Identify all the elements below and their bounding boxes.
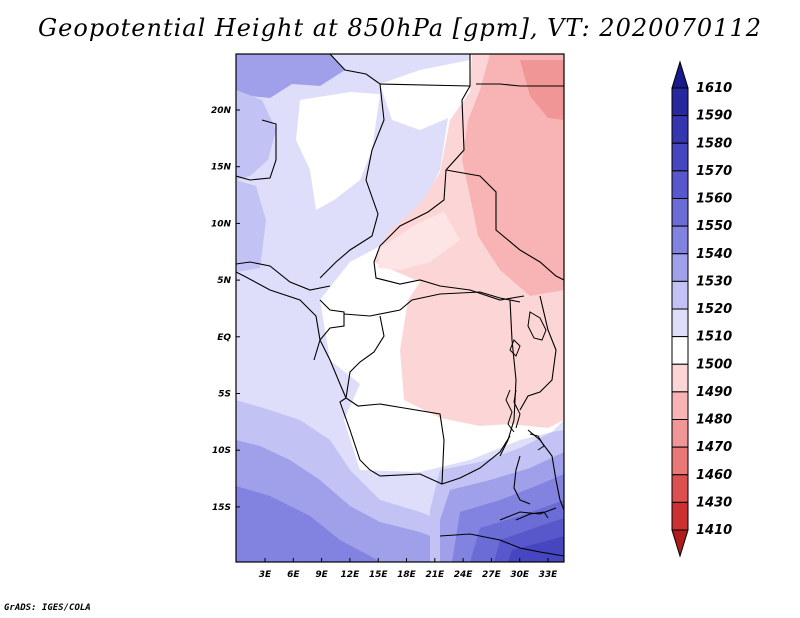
map-frame: [235, 53, 565, 563]
lon-tick-label: 24E: [454, 570, 474, 580]
colorbar-segment: [671, 336, 689, 365]
lat-tick-label: 15N: [211, 163, 232, 173]
lon-tick-label: 9E: [315, 570, 328, 580]
colorbar-segment: [671, 391, 689, 420]
latitude-axis: 20N 15N 10N 5N EQ 5S 10S 15S: [211, 106, 240, 513]
colorbar-segment: [671, 280, 689, 310]
colorbar-level-label: 1470: [696, 440, 732, 455]
colorbar-level-label: 1560: [696, 192, 732, 207]
colorbar-segment: [671, 308, 689, 338]
lat-tick-label: 15S: [212, 503, 231, 513]
lat-tick-label: EQ: [217, 333, 231, 343]
colorbar: 1610 1590 1580 1570 1560 1550 1540 1530 1520 1510…: [671, 60, 732, 558]
lon-tick-label: 3E: [259, 570, 272, 580]
lon-tick-label: 21E: [425, 570, 445, 580]
colorbar-max-triangle: [671, 60, 689, 89]
country-borders: [236, 54, 564, 557]
colorbar-level-label: 1520: [696, 302, 732, 317]
lat-tick-label: 20N: [211, 106, 232, 116]
lon-tick-label: 6E: [287, 570, 300, 580]
colorbar-segment: [671, 253, 689, 282]
lon-tick-label: 15E: [369, 570, 389, 580]
lat-tick-label: 10N: [211, 219, 232, 229]
geopotential-field: [236, 54, 564, 562]
colorbar-level-label: 1430: [696, 495, 732, 510]
colorbar-segment: [671, 142, 689, 172]
colorbar-segment: [671, 363, 689, 393]
lat-tick-label: 5N: [217, 276, 231, 286]
lakes: [505, 311, 549, 521]
lon-tick-label: 12E: [341, 570, 361, 580]
lon-tick-label: 33E: [539, 570, 559, 580]
colorbar-segment: [671, 474, 689, 503]
colorbar-level-label: 1550: [696, 219, 732, 234]
colorbar-min-triangle: [671, 529, 689, 558]
colorbar-segment: [671, 419, 689, 448]
lat-tick-label: 5S: [218, 390, 231, 400]
colorbar-segment: [671, 501, 689, 531]
colorbar-level-label: 1590: [696, 109, 732, 124]
colorbar-segment: [671, 170, 689, 199]
colorbar-segment: [671, 87, 689, 117]
grads-credit: GrADS: IGES/COLA: [4, 603, 91, 613]
colorbar-level-label: 1580: [696, 136, 732, 151]
lat-tick-label: 10S: [212, 446, 231, 456]
colorbar-segment: [671, 225, 689, 255]
lon-tick-label: 30E: [510, 570, 530, 580]
colorbar-level-label: 1570: [696, 164, 732, 179]
lon-tick-label: 27E: [482, 570, 502, 580]
colorbar-level-label: 1610: [696, 81, 732, 96]
lon-tick-label: 18E: [397, 570, 417, 580]
map-title: Geopotential Height at 850hPa [gpm], VT:…: [38, 14, 762, 42]
colorbar-segment: [671, 446, 689, 476]
colorbar-level-label: 1480: [696, 413, 732, 428]
colorbar-level-label: 1410: [696, 523, 732, 538]
colorbar-segment: [671, 115, 689, 144]
colorbar-level-label: 1530: [696, 274, 732, 289]
longitude-axis: 3E 6E 9E 12E 15E 18E 21E 24E 27E 30E 33E: [259, 558, 558, 580]
colorbar-level-label: 1460: [696, 468, 732, 483]
colorbar-level-label: 1490: [696, 385, 732, 400]
colorbar-level-label: 1510: [696, 330, 732, 345]
colorbar-level-label: 1540: [696, 247, 732, 262]
colorbar-level-label: 1500: [696, 357, 732, 372]
colorbar-segment: [671, 198, 689, 227]
